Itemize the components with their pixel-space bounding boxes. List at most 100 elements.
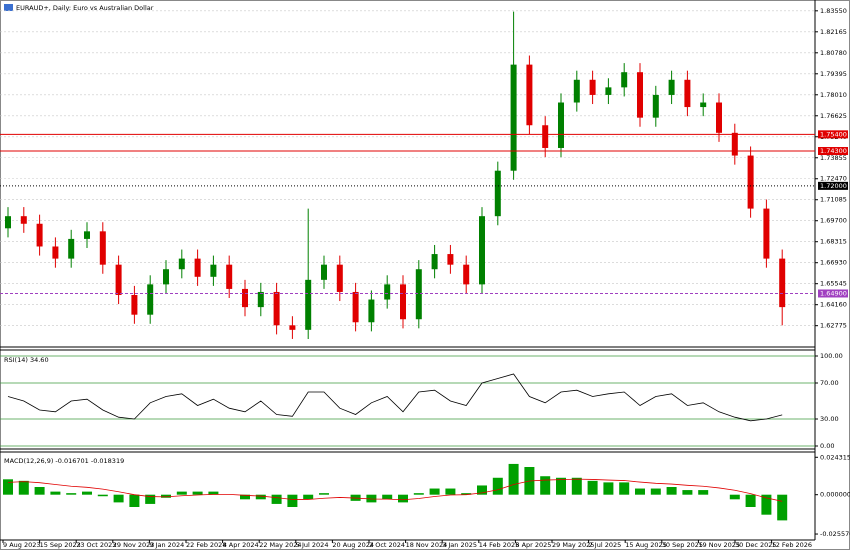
macd-bar	[34, 487, 45, 495]
candle-body	[305, 279, 312, 330]
macd-bar	[161, 494, 171, 498]
macd-bar	[682, 490, 693, 495]
candle-body	[589, 79, 596, 95]
macd-bar	[50, 491, 61, 495]
macd-bar	[429, 488, 440, 495]
macd-bar	[635, 488, 645, 495]
x-tick-label: 18 Nov 2024	[406, 541, 448, 549]
x-tick-label: 9 Aug 2023	[3, 541, 41, 549]
y-tick-label: 70.00	[820, 379, 839, 387]
macd-bar	[145, 494, 156, 504]
candle-body	[494, 170, 501, 217]
candle-body	[573, 79, 580, 103]
candle-body	[163, 269, 169, 285]
candle-body	[273, 291, 280, 326]
price-level-box	[818, 130, 848, 139]
candle-body	[400, 284, 406, 320]
macd-bar	[445, 488, 456, 495]
macd-bar	[508, 463, 519, 495]
macd-bar	[66, 493, 77, 495]
y-tick-label: 0.00	[820, 442, 834, 450]
candle-body	[637, 72, 643, 118]
panel-title: MACD(12,26,9) -0.016701 -0.018319	[4, 457, 124, 465]
candle-body	[526, 64, 533, 126]
candle-body	[20, 216, 27, 224]
candle-body	[652, 94, 659, 118]
macd-bar	[666, 487, 677, 495]
y-tick-label: 1.79395	[820, 70, 847, 78]
x-tick-label: 2 Jul 2025	[589, 541, 622, 549]
candle-body	[99, 231, 106, 265]
macd-bar	[303, 494, 314, 500]
candle-body	[510, 64, 517, 171]
macd-bar	[461, 493, 472, 495]
candle-body	[257, 291, 264, 308]
candle-body	[84, 231, 90, 239]
y-tick-label: 100.00	[820, 352, 843, 360]
candle-body	[779, 258, 786, 308]
x-tick-label: 19 Nov 2025	[698, 541, 740, 549]
symbol-icon	[4, 4, 13, 11]
candle-body	[226, 264, 233, 289]
macd-bar	[97, 494, 108, 497]
panel-title: RSI(14) 34.60	[4, 356, 49, 364]
candle-body	[447, 254, 454, 265]
candle-body	[321, 264, 327, 280]
macd-bar	[176, 491, 187, 495]
macd-bar	[729, 494, 740, 500]
x-tick-label: 29 May 2025	[552, 541, 594, 549]
x-tick-label: 8 Apr 2024	[223, 541, 259, 549]
macd-bar	[366, 494, 377, 503]
candle-body	[131, 294, 138, 315]
macd-bar	[650, 488, 661, 495]
candle-body	[384, 284, 391, 300]
candle-body	[479, 216, 485, 285]
panel-title: EURAUD+, Daily: Euro vs Australian Dolla…	[16, 4, 154, 12]
candle-body	[178, 258, 185, 270]
x-tick-label: 8 Apr 2025	[515, 541, 551, 549]
macd-bar	[208, 491, 219, 495]
macd-bar	[3, 479, 13, 495]
candle-body	[5, 216, 11, 229]
x-tick-label: 29 Nov 2023	[113, 541, 155, 549]
candle-body	[242, 288, 248, 308]
candle-body	[763, 208, 770, 259]
y-tick-label: 1.82165	[820, 28, 847, 36]
price-level-label: 1.64900	[820, 289, 847, 297]
macd-bar	[413, 493, 424, 495]
signal-line	[7, 478, 783, 502]
macd-bar	[287, 494, 298, 507]
candle-body	[668, 79, 675, 95]
macd-bar	[255, 494, 266, 500]
candle-body	[336, 264, 343, 292]
macd-bar	[761, 494, 772, 515]
x-tick-label: 22 Feb 2024	[186, 541, 226, 549]
candle-body	[147, 284, 154, 315]
macd-bar	[556, 477, 566, 495]
price-level-box	[818, 181, 848, 190]
y-tick-label: 0.000000	[820, 491, 850, 499]
x-tick-label: 5 Jul 2024	[296, 541, 329, 549]
macd-bar	[382, 494, 393, 500]
x-tick-label: 9 Jan 2024	[149, 541, 184, 549]
candle-body	[352, 291, 359, 323]
y-tick-label: 1.64160	[820, 301, 847, 309]
candle-body	[289, 325, 296, 330]
x-tick-label: 23 Oct 2023	[76, 541, 116, 549]
candle-body	[684, 79, 691, 108]
y-tick-label: 1.80780	[820, 49, 847, 57]
macd-bar	[240, 494, 250, 500]
y-tick-label: 1.83550	[820, 7, 847, 15]
macd-bar	[319, 493, 329, 495]
candle-body	[747, 155, 754, 209]
x-tick-label: 20 Aug 2024	[332, 541, 374, 549]
candle-body	[36, 223, 43, 247]
y-tick-label: 1.76625	[820, 112, 847, 120]
macd-bar	[113, 494, 124, 503]
price-level-box	[818, 147, 848, 156]
x-tick-label: 2 Oct 2024	[369, 541, 405, 549]
macd-bar	[571, 477, 582, 495]
